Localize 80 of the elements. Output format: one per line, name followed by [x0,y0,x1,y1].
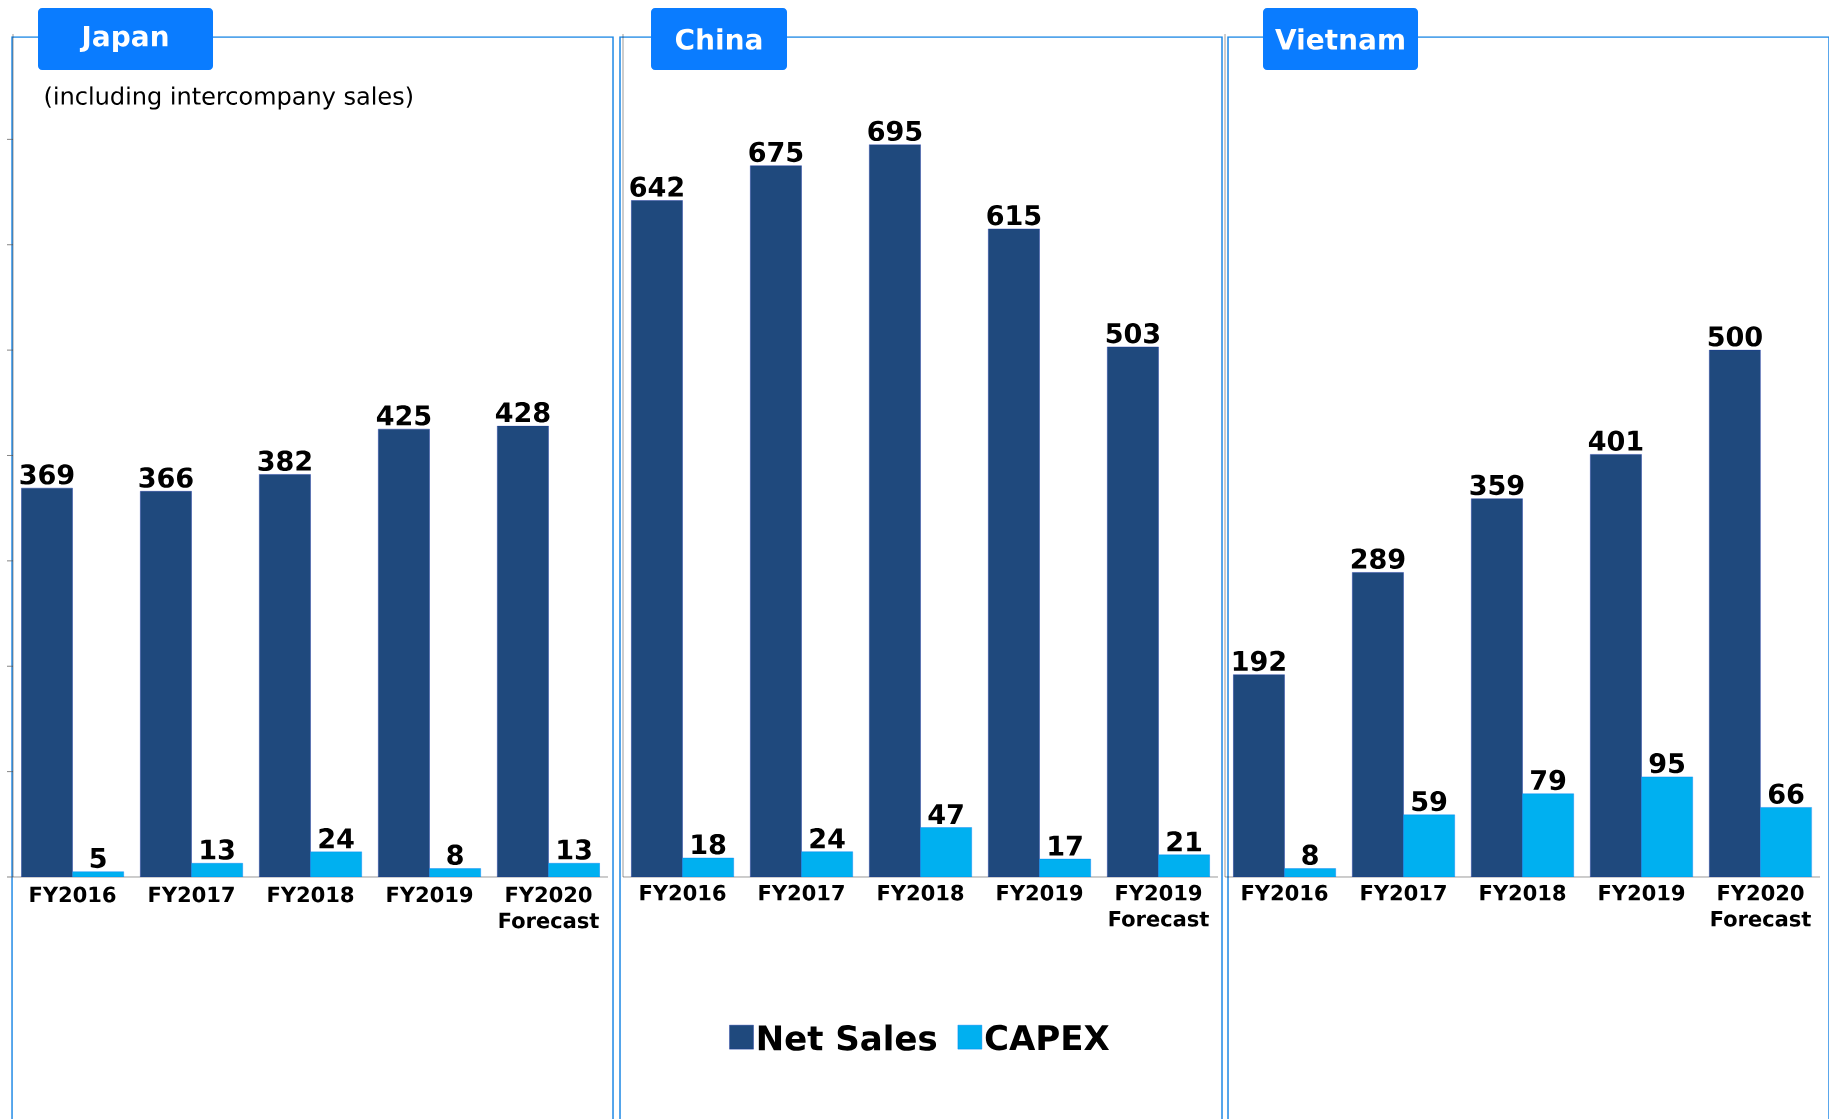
x-tick-label: FY2017 [759,884,844,901]
bar [988,228,1040,877]
bar [1522,793,1574,877]
x-tick-label: FY2019 [387,886,473,903]
bar [1233,674,1285,877]
data-label: 428 [495,402,550,423]
data-label: 8 [447,844,463,866]
x-tick-label: FY2020 Forecast [499,886,599,929]
bar [1641,776,1693,877]
data-label: 8 [1302,844,1318,866]
data-label: 79 [1531,769,1566,791]
bar [497,425,549,877]
bar [429,868,481,877]
data-label: 13 [201,839,234,860]
data-label: 642 [630,176,683,197]
data-label: 24 [810,828,845,849]
bar [750,165,802,877]
legend-label: Net Sales [758,1024,937,1051]
bar [378,428,430,877]
text: (including intercompany sales) [45,86,412,110]
bar [1403,814,1455,877]
x-tick-label: FY2019 Forecast [1109,884,1209,927]
data-label: 401 [1588,430,1643,451]
bar [310,851,362,877]
bar [1471,498,1523,877]
x-tick-label: FY2018 [268,886,354,903]
bar [72,871,124,877]
bar [21,487,73,877]
bar [631,200,683,877]
data-label: 359 [1470,474,1524,496]
data-label: 13 [558,839,591,860]
bar [1158,854,1210,877]
data-label: 5 [90,848,106,869]
bar [801,851,853,877]
data-label: 47 [928,804,963,824]
data-label: 369 [20,464,74,485]
data-label: 95 [1649,752,1684,774]
data-label: 425 [376,405,431,426]
data-label: 615 [987,205,1041,226]
bar [191,863,243,877]
data-label: 192 [1233,650,1285,672]
data-label: 66 [1768,783,1804,804]
x-tick-label: FY2019 [1599,884,1685,901]
data-label: 366 [139,467,193,488]
x-tick-label: FY2016 [1242,884,1328,901]
data-label: 18 [692,834,726,855]
bar [682,857,734,877]
bar [1107,346,1159,877]
data-label: 675 [749,141,803,163]
data-label: 17 [1049,835,1082,856]
bar [1590,454,1642,877]
x-tick-label: FY2019 [997,884,1083,901]
data-label: 695 [868,120,922,142]
x-tick-label: FY2017 [149,886,234,903]
x-tick-label: FY2017 [1361,884,1446,901]
data-label: 59 [1412,790,1447,812]
data-label: 289 [1351,548,1405,569]
data-label: 503 [1106,323,1159,344]
data-label: 24 [319,828,354,849]
data-label: 21 [1167,831,1202,852]
bar [259,474,311,877]
bar [869,144,921,877]
data-label: 500 [1708,326,1762,347]
bar [1352,572,1404,877]
chart-title: Vietnam [1275,28,1404,50]
legend-label: CAPEX [985,1024,1110,1051]
chart-title: Japan [79,25,168,53]
x-tick-label: FY2020 Forecast [1711,884,1811,927]
bar [1760,807,1812,877]
data-label: 382 [258,450,311,471]
chart-title: China [675,28,762,50]
bar [1039,858,1091,877]
bar [1709,349,1761,877]
bar [548,863,600,877]
x-tick-label: FY2016 [640,884,726,901]
x-tick-label: FY2016 [30,886,116,903]
bar [140,491,192,877]
x-tick-label: FY2018 [1480,884,1566,901]
bar [920,827,972,877]
x-tick-label: FY2018 [878,884,964,901]
